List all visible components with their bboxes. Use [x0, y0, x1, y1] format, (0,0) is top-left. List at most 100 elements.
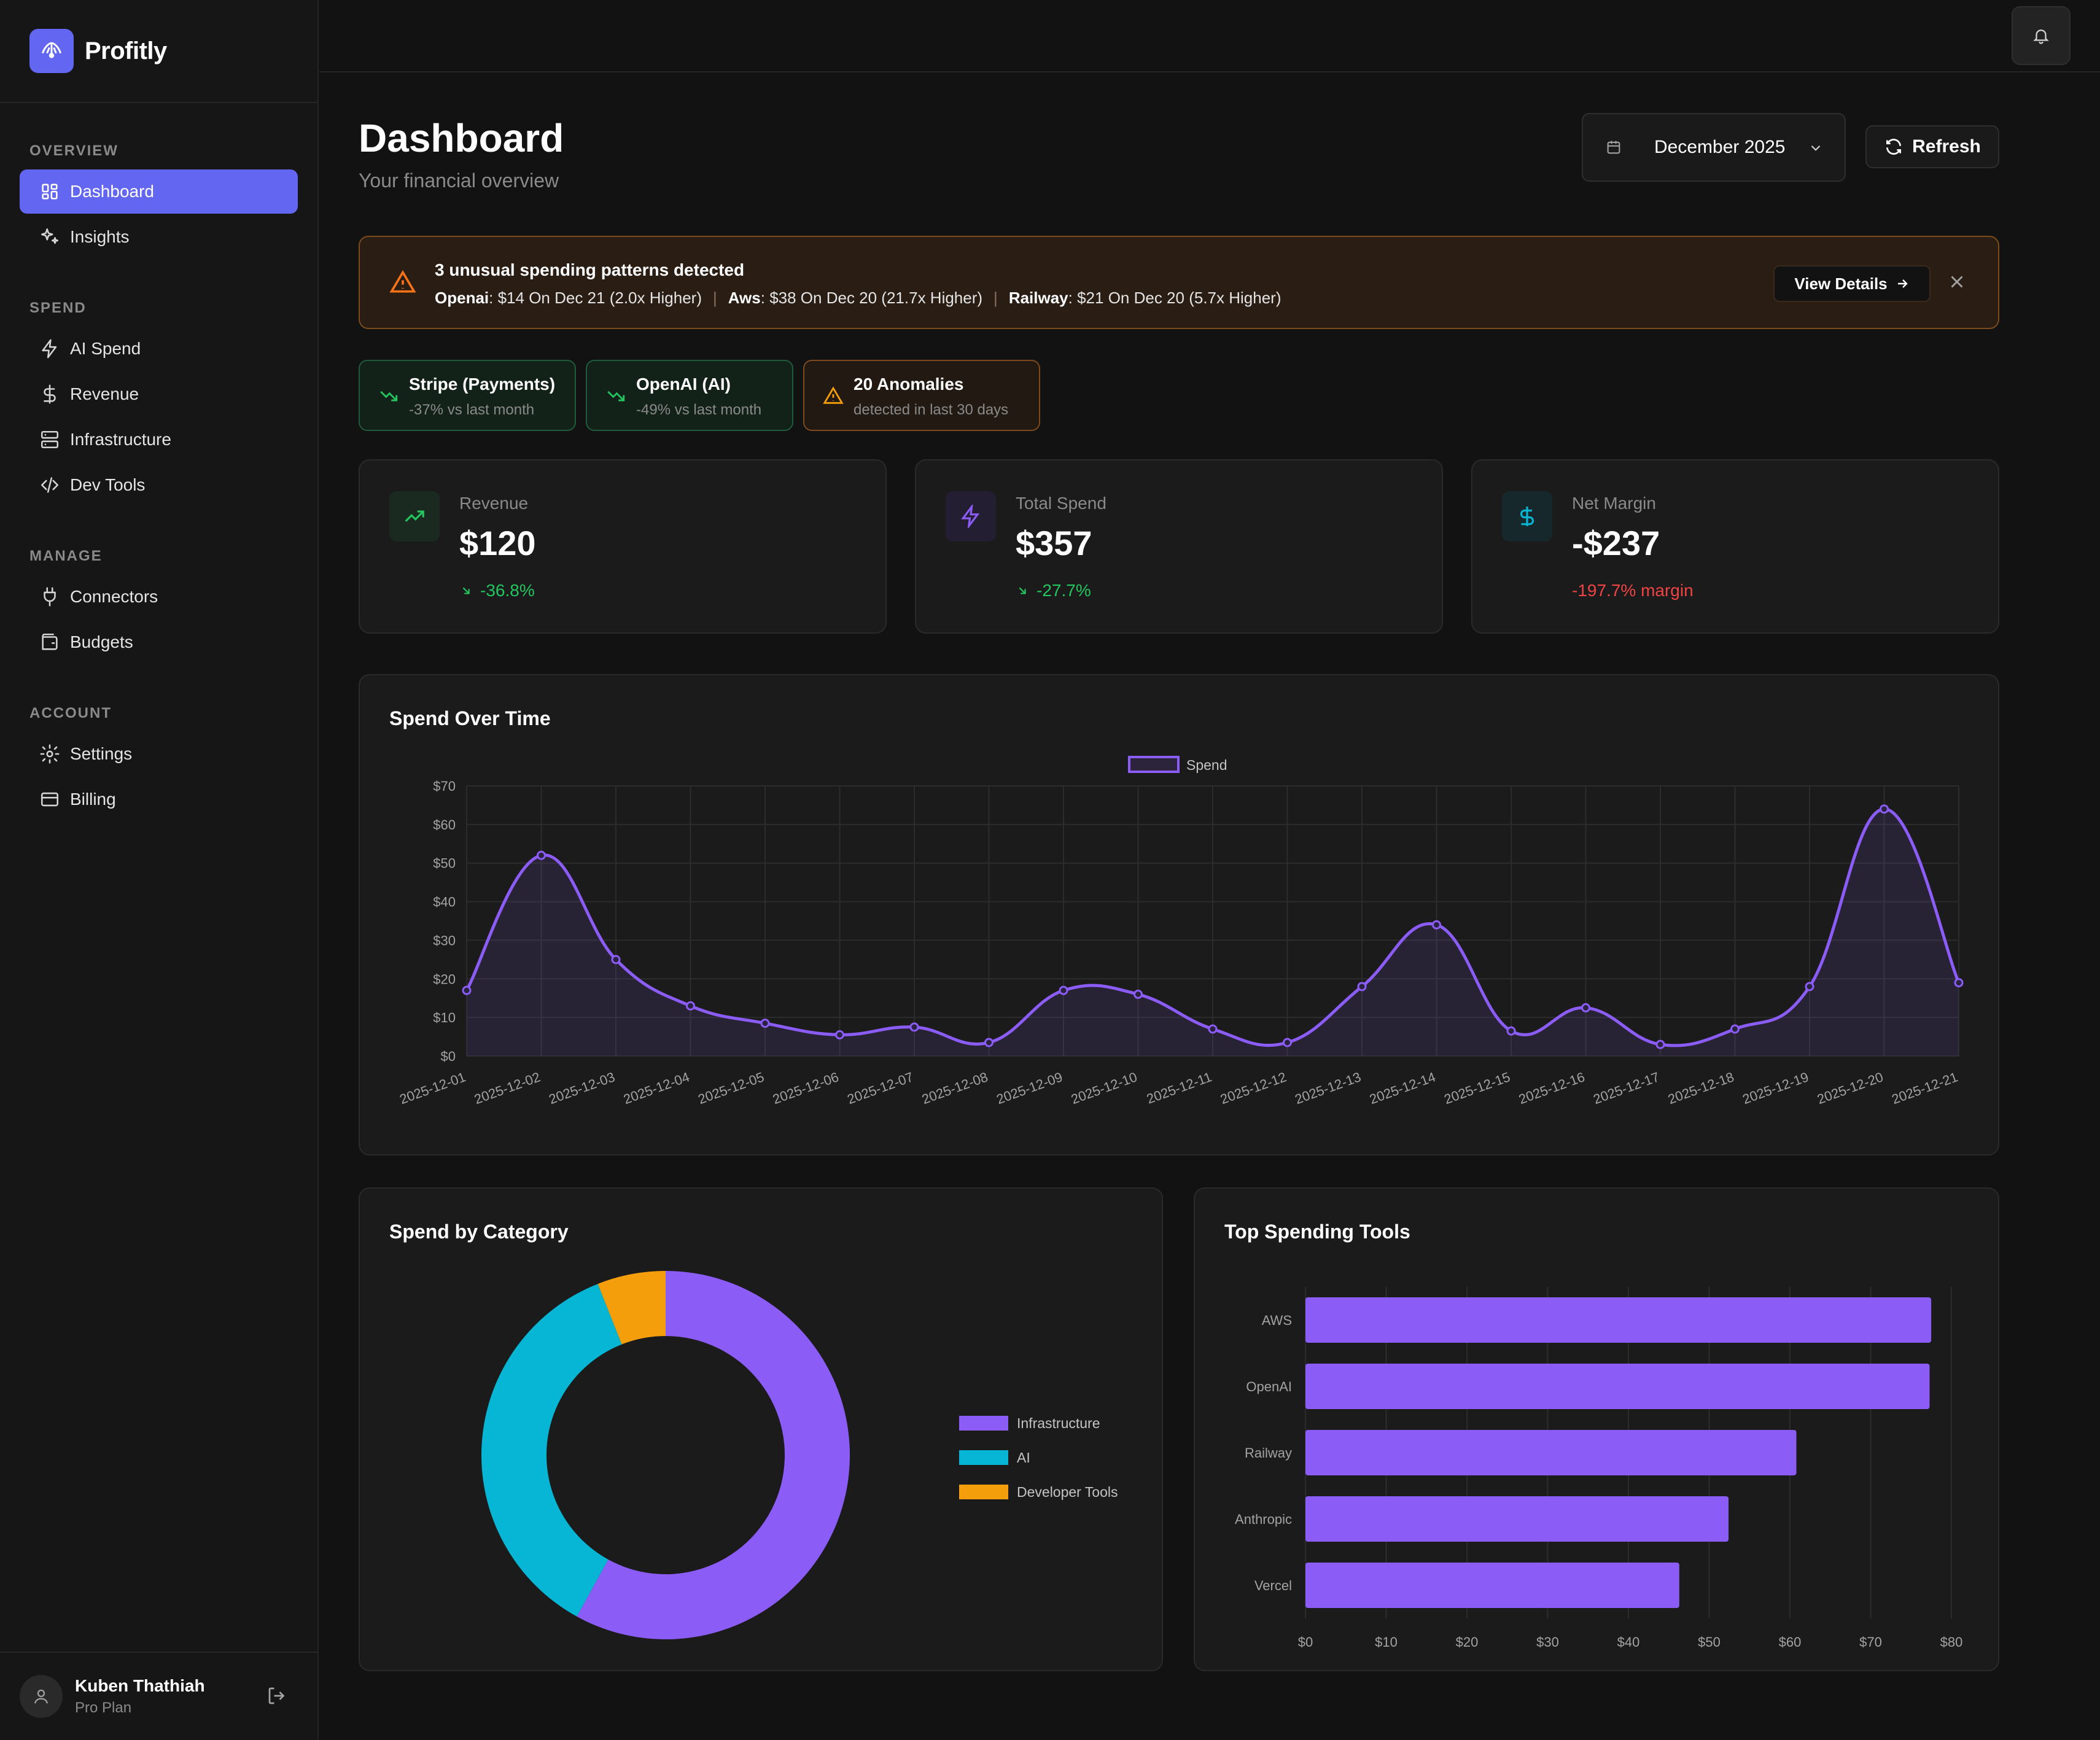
notifications-button[interactable] [2012, 6, 2071, 65]
sidebar-nav: OVERVIEW Dashboard Insights SPEND AI Spend Re… [0, 129, 317, 821]
sidebar-item-label: Dev Tools [70, 475, 146, 494]
y-tick-label: Vercel [1254, 1578, 1292, 1593]
x-tick-label: 2025-12-19 [1740, 1069, 1810, 1107]
avatar[interactable] [20, 1675, 63, 1718]
chip-title: Stripe (Payments) [409, 375, 556, 394]
x-tick-label: 2025-12-12 [1218, 1069, 1288, 1107]
month-select[interactable]: December 2025 [1582, 113, 1846, 182]
sidebar-item-dev-tools[interactable]: Dev Tools [20, 463, 298, 507]
wallet-icon [42, 633, 58, 650]
x-tick-label: 2025-12-06 [771, 1069, 841, 1107]
legend-swatch [959, 1450, 1008, 1465]
legend-swatch [959, 1485, 1008, 1499]
x-tick-label: 2025-12-20 [1815, 1069, 1885, 1107]
sparkles-icon [41, 228, 59, 244]
page-subtitle: Your financial overview [359, 169, 559, 192]
x-tick-label: 2025-12-04 [621, 1069, 691, 1107]
chip-sub: -49% vs last month [636, 402, 762, 418]
stat-change: -27.7% [1016, 581, 1091, 600]
y-tick-label: AWS [1262, 1313, 1292, 1328]
alert-separator: | [712, 289, 717, 307]
trending-down-icon [607, 390, 625, 402]
sidebar-item-budgets[interactable]: Budgets [20, 620, 298, 664]
alert-text: : $38 On Dec 20 (21.7x Higher) [760, 289, 983, 307]
dollar-icon [44, 384, 56, 404]
top-spending-tools-chart: $0 $10 $20 $30 $40 $50 $60 $70 $80 AWS OpenAI Railw… [1235, 1287, 1962, 1650]
bar-vercel [1305, 1563, 1679, 1608]
alert-source: Openai [435, 289, 489, 307]
zap-icon [946, 491, 996, 542]
data-point [1506, 1026, 1516, 1036]
y-tick-label: $0 [441, 1049, 456, 1064]
calendar-icon [1607, 141, 1620, 154]
data-point [1954, 978, 1964, 988]
x-tick-label: 2025-12-02 [472, 1069, 542, 1107]
user-name: Kuben Thathiah [75, 1676, 205, 1695]
sidebar-item-dashboard[interactable]: Dashboard [20, 169, 298, 214]
data-point [686, 1001, 695, 1011]
stat-change-value: -197.7% margin [1572, 581, 1694, 600]
nav-section-overview: OVERVIEW Dashboard Insights [0, 129, 317, 259]
x-tick-label: $60 [1779, 1634, 1802, 1650]
chip-anomalies[interactable]: 20 Anomalies detected in last 30 days [803, 360, 1040, 431]
user-icon [34, 1689, 49, 1704]
alert-separator: | [994, 289, 998, 307]
x-tick-label: $10 [1375, 1634, 1398, 1650]
logout-icon[interactable] [266, 1685, 288, 1710]
close-icon[interactable] [1946, 271, 1967, 295]
data-point [1357, 982, 1367, 992]
view-details-label: View Details [1794, 274, 1888, 293]
card-title: Spend Over Time [389, 707, 551, 729]
stat-change: -197.7% margin [1572, 581, 1694, 600]
bar-railway [1305, 1430, 1797, 1475]
spend-by-category-card: Spend by Category Infrastructure AI Develo… [359, 1187, 1163, 1671]
sidebar-item-label: Billing [70, 790, 116, 809]
card-title: Top Spending Tools [1224, 1221, 1410, 1243]
nav-section-account: ACCOUNT Settings Billing [0, 691, 317, 821]
stat-change-value: -36.8% [480, 581, 535, 600]
trending-down-icon [380, 390, 398, 402]
refresh-icon [1886, 139, 1902, 155]
chip-stripe[interactable]: Stripe (Payments) -37% vs last month [359, 360, 576, 431]
view-details-button[interactable]: View Details [1773, 265, 1931, 302]
sidebar-item-billing[interactable]: Billing [20, 777, 298, 821]
data-point [462, 985, 472, 995]
data-point [1655, 1039, 1665, 1049]
nav-heading: ACCOUNT [29, 705, 112, 721]
x-tick-label: 2025-12-15 [1442, 1069, 1512, 1107]
sidebar-item-label: Revenue [70, 384, 139, 403]
dollar-icon [1502, 491, 1552, 542]
stat-change-value: -27.7% [1036, 581, 1091, 600]
bar-aws [1305, 1297, 1932, 1343]
refresh-button[interactable]: Refresh [1865, 125, 1999, 168]
dashboard-icon [42, 184, 58, 200]
sidebar-item-revenue[interactable]: Revenue [20, 372, 298, 416]
y-tick-label: $70 [433, 779, 456, 794]
sidebar: Profitly OVERVIEW Dashboard Insights SPEND A… [0, 0, 319, 1740]
sidebar-item-connectors[interactable]: Connectors [20, 575, 298, 619]
data-point [1283, 1038, 1292, 1047]
chip-title: 20 Anomalies [854, 375, 964, 394]
sidebar-item-insights[interactable]: Insights [20, 215, 298, 259]
card-title: Spend by Category [389, 1221, 569, 1243]
alert-source: Railway [1008, 289, 1068, 307]
stat-label: Revenue [459, 494, 529, 513]
y-tick-label: $50 [433, 856, 456, 871]
user-plan: Pro Plan [75, 1699, 132, 1716]
sidebar-item-label: Budgets [70, 632, 133, 651]
sidebar-item-label: AI Spend [70, 339, 141, 358]
chip-openai[interactable]: OpenAI (AI) -49% vs last month [586, 360, 793, 431]
y-tick-label: OpenAI [1246, 1379, 1292, 1394]
legend-swatch [959, 1416, 1008, 1431]
sidebar-item-label: Settings [70, 744, 133, 763]
brand-name: Profitly [85, 37, 167, 64]
x-tick-label: 2025-12-16 [1517, 1069, 1587, 1107]
sidebar-item-ai-spend[interactable]: AI Spend [20, 327, 298, 371]
sidebar-item-settings[interactable]: Settings [20, 732, 298, 776]
x-tick-label: $0 [1298, 1634, 1313, 1650]
legend-swatch-spend [1128, 756, 1180, 773]
sidebar-item-infrastructure[interactable]: Infrastructure [20, 418, 298, 462]
brand[interactable]: Profitly [0, 0, 317, 103]
user-profile[interactable]: Kuben Thathiah Pro Plan [0, 1652, 317, 1740]
